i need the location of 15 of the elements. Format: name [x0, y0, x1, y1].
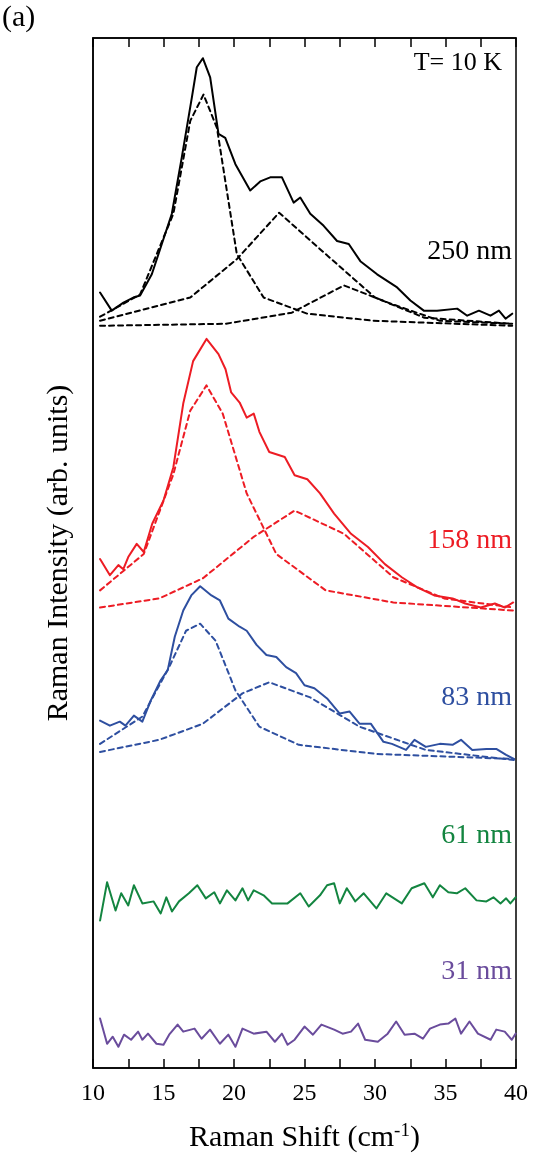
series-label: 250 nm	[427, 234, 513, 266]
y-axis-title: Raman Intensity (arb. units)	[39, 384, 74, 722]
x-tick-label: 15	[151, 1079, 176, 1105]
series-label: 61 nm	[441, 817, 513, 849]
series-label: 83 nm	[441, 679, 513, 711]
annotation: T= 10 K	[413, 46, 503, 76]
x-tick-label: 20	[222, 1079, 246, 1105]
x-tick-label: 40	[504, 1079, 528, 1105]
x-tick-label: 25	[292, 1079, 317, 1105]
x-tick-label: 10	[81, 1079, 105, 1105]
x-tick-label: 30	[363, 1079, 387, 1105]
x-tick-label: 35	[433, 1079, 458, 1105]
series-label: 158 nm	[427, 522, 513, 554]
series-label: 31 nm	[441, 954, 513, 986]
text: (a)	[2, 0, 36, 33]
